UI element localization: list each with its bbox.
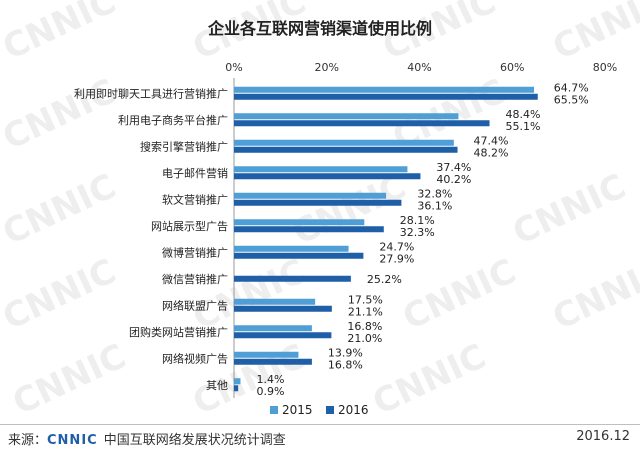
bar-2015	[234, 166, 408, 173]
bar-2015	[234, 298, 316, 305]
bar-2015	[234, 245, 349, 252]
data-label-2016: 55.1%	[506, 120, 541, 133]
bar-2016	[234, 385, 239, 392]
bar-2015	[234, 325, 312, 332]
bar-2015	[234, 378, 241, 385]
x-tick-label: 40%	[407, 61, 431, 74]
legend-label-2016: 2016	[338, 403, 369, 417]
legend-swatch-2016	[326, 406, 334, 414]
data-label-2016: 21.1%	[348, 305, 383, 318]
watermark-11: CNNIC	[397, 251, 522, 338]
data-label-2016: 25.2%	[367, 273, 402, 286]
data-label-2016: 16.8%	[328, 358, 363, 371]
legend-label-2015: 2015	[282, 403, 313, 417]
data-label-2015: 48.4%	[506, 108, 541, 121]
bar-2016	[234, 332, 332, 339]
bar-2015	[234, 219, 365, 226]
data-label-2015: 13.9%	[328, 346, 363, 359]
category-label: 利用电子商务平台推广	[118, 113, 228, 127]
data-label-2015: 28.1%	[400, 214, 435, 227]
footer: 来源：CNNIC 中国互联网络发展状况统计调查 2016.12	[0, 424, 640, 449]
data-label-2016: 27.9%	[379, 252, 414, 265]
bar-2016	[234, 275, 351, 282]
watermark-13: CNNIC	[7, 336, 132, 423]
data-label-2015: 64.7%	[554, 81, 589, 94]
data-label-2015: 1.4%	[256, 373, 284, 386]
bar-2015	[234, 113, 459, 120]
category-label: 软文营销推广	[162, 192, 228, 206]
bar-2016	[234, 146, 458, 153]
bar-2016	[234, 358, 312, 365]
category-label: 利用即时聊天工具进行营销推广	[74, 86, 228, 100]
x-tick-label: 60%	[500, 61, 524, 74]
bar-2016	[234, 226, 384, 233]
source-line: 来源：CNNIC 中国互联网络发展状况统计调查	[8, 429, 286, 448]
watermark-4: CNNIC	[0, 71, 122, 158]
watermark-8: CNNIC	[507, 166, 632, 253]
data-label-2016: 65.5%	[554, 93, 589, 106]
report-date: 2016.12	[576, 429, 630, 444]
watermark-12: CNNIC	[547, 251, 640, 338]
bar-2016	[234, 252, 364, 259]
category-label: 网站展示型广告	[151, 219, 228, 233]
category-label: 微博营销推广	[162, 245, 228, 259]
data-label-2016: 21.0%	[347, 332, 382, 345]
watermark-6: CNNIC	[0, 166, 122, 253]
bar-2016	[234, 199, 402, 206]
category-label: 电子邮件营销	[162, 166, 228, 180]
bar-2016	[234, 120, 490, 127]
data-label-2015: 24.7%	[379, 240, 414, 253]
data-label-2015: 32.8%	[417, 187, 452, 200]
data-label-2015: 17.5%	[348, 293, 383, 306]
bar-2015	[234, 86, 535, 93]
data-label-2016: 40.2%	[436, 173, 471, 186]
x-tick-label: 0%	[225, 61, 242, 74]
data-label-2015: 16.8%	[347, 320, 382, 333]
watermark-3: CNNIC	[547, 0, 640, 68]
data-label-2015: 37.4%	[436, 161, 471, 174]
category-label: 搜索引擎营销推广	[140, 139, 228, 153]
chart-title: 企业各互联网营销渠道使用比例	[207, 19, 432, 38]
bar-2016	[234, 173, 421, 180]
data-label-2016: 0.9%	[256, 385, 284, 398]
legend-swatch-2015	[270, 406, 278, 414]
watermark-0: CNNIC	[0, 0, 122, 68]
data-label-2016: 48.2%	[474, 146, 509, 159]
category-label: 网络视频广告	[162, 351, 228, 365]
source-label: 来源：	[8, 433, 48, 448]
survey-name: 中国互联网络发展状况统计调查	[103, 433, 286, 448]
watermark-15: CNNIC	[367, 336, 492, 423]
bar-2015	[234, 192, 387, 199]
category-label: 微信营销推广	[162, 272, 228, 286]
bar-2016	[234, 93, 538, 100]
data-label-2016: 32.3%	[400, 226, 435, 239]
x-tick-label: 20%	[315, 61, 339, 74]
watermark-9: CNNIC	[0, 251, 122, 338]
bar-2015	[234, 139, 454, 146]
data-label-2015: 47.4%	[474, 134, 509, 147]
x-tick-label: 80%	[593, 61, 617, 74]
bar-2015	[234, 351, 299, 358]
category-label: 其他	[206, 379, 228, 392]
data-label-2016: 36.1%	[417, 199, 452, 212]
bar-2016	[234, 305, 332, 312]
cnnic-logo: CNNIC	[47, 433, 98, 448]
category-label: 团购类网站营销推广	[129, 325, 228, 339]
category-label: 网络联盟广告	[162, 298, 228, 312]
